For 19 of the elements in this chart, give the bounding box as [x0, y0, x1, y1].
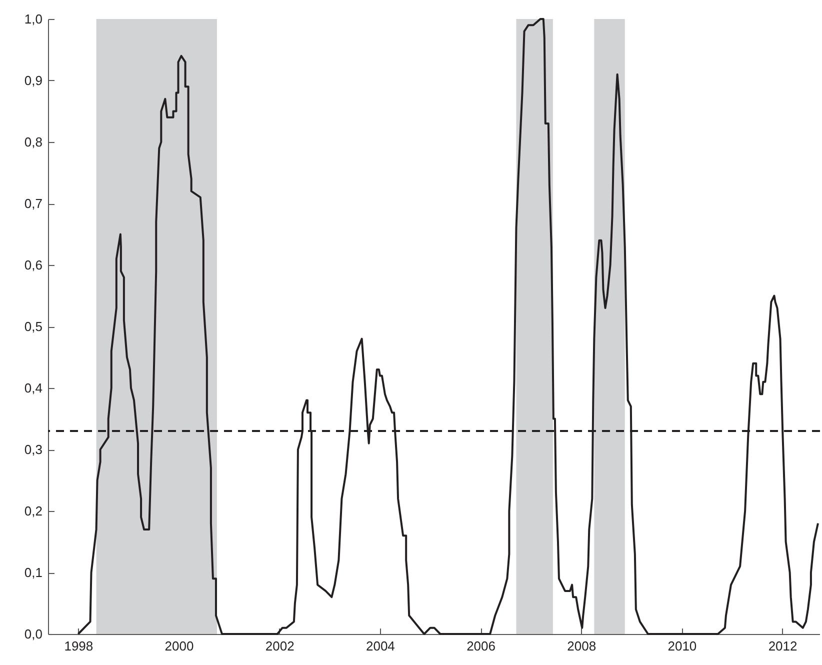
y-tick-label: 0,1	[24, 565, 42, 580]
y-tick-label: 1,0	[24, 12, 42, 26]
y-tick-label: 0,8	[24, 134, 42, 150]
x-tick-label: 2006	[466, 638, 496, 654]
x-tick-label: 2004	[366, 638, 395, 654]
x-tick-label: 2000	[164, 638, 194, 654]
y-tick-label: 0,9	[24, 73, 42, 88]
x-tick-label: 2010	[668, 638, 697, 654]
y-tick-label: 0,3	[24, 442, 42, 457]
y-tick-label: 0,0	[24, 626, 42, 642]
y-tick-label: 0,2	[24, 504, 42, 518]
x-tick-label: 1998	[64, 638, 94, 654]
y-tick-label: 0,6	[24, 258, 42, 272]
x-tick-label: 2012	[768, 638, 798, 654]
x-tick-label: 2008	[567, 638, 596, 654]
y-tick-label: 0,5	[24, 319, 42, 334]
y-tick-label: 0,4	[24, 380, 42, 396]
y-tick-label: 0,7	[24, 196, 42, 211]
x-tick-label: 2002	[265, 638, 294, 654]
